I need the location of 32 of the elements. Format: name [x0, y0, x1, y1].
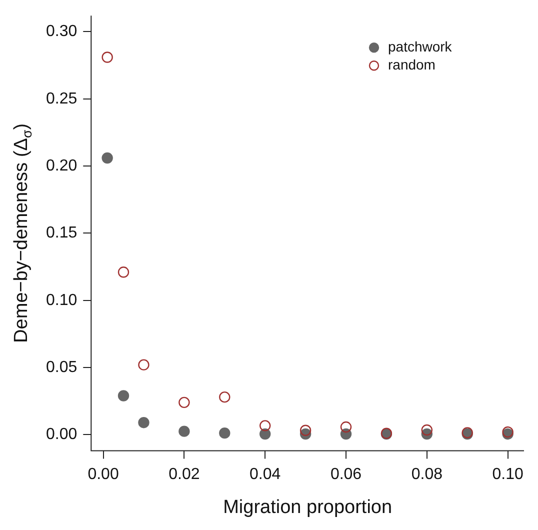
- point: [259, 420, 271, 432]
- point: [178, 426, 190, 437]
- y-tick-label: 0.20: [46, 157, 78, 174]
- point: [102, 52, 113, 63]
- y-tick-label: 0.05: [46, 358, 78, 376]
- point: [219, 427, 230, 439]
- point: [102, 152, 113, 164]
- x-axis-title: Migration proportion: [223, 497, 392, 518]
- point: [340, 421, 352, 433]
- legend-label: patchwork: [388, 38, 453, 54]
- y-tick-label: 0.15: [46, 224, 78, 242]
- point: [300, 424, 312, 436]
- point: [421, 424, 433, 436]
- y-tick-label: 0.25: [46, 90, 78, 108]
- point: [138, 416, 150, 428]
- point: [178, 396, 190, 408]
- point: [118, 390, 130, 402]
- x-tick-label: 0.04: [250, 466, 281, 483]
- point: [138, 359, 150, 370]
- y-axis-title: Deme−by−demeness (Δσ): [11, 123, 34, 343]
- x-tick-label: 0.08: [411, 466, 443, 483]
- x-tick-label: 0.02: [168, 466, 200, 483]
- y-tick-label: 0.30: [46, 23, 78, 40]
- point: [118, 266, 130, 278]
- x-tick-label: 0.06: [330, 466, 362, 483]
- x-tick-label: 0.10: [492, 466, 524, 483]
- y-tick-label: 0.10: [46, 292, 78, 309]
- point: [259, 428, 271, 440]
- point: [219, 391, 230, 403]
- y-tick-label: 0.00: [46, 426, 78, 444]
- legend-label: random: [388, 56, 436, 72]
- x-tick-label: 0.00: [88, 466, 119, 483]
